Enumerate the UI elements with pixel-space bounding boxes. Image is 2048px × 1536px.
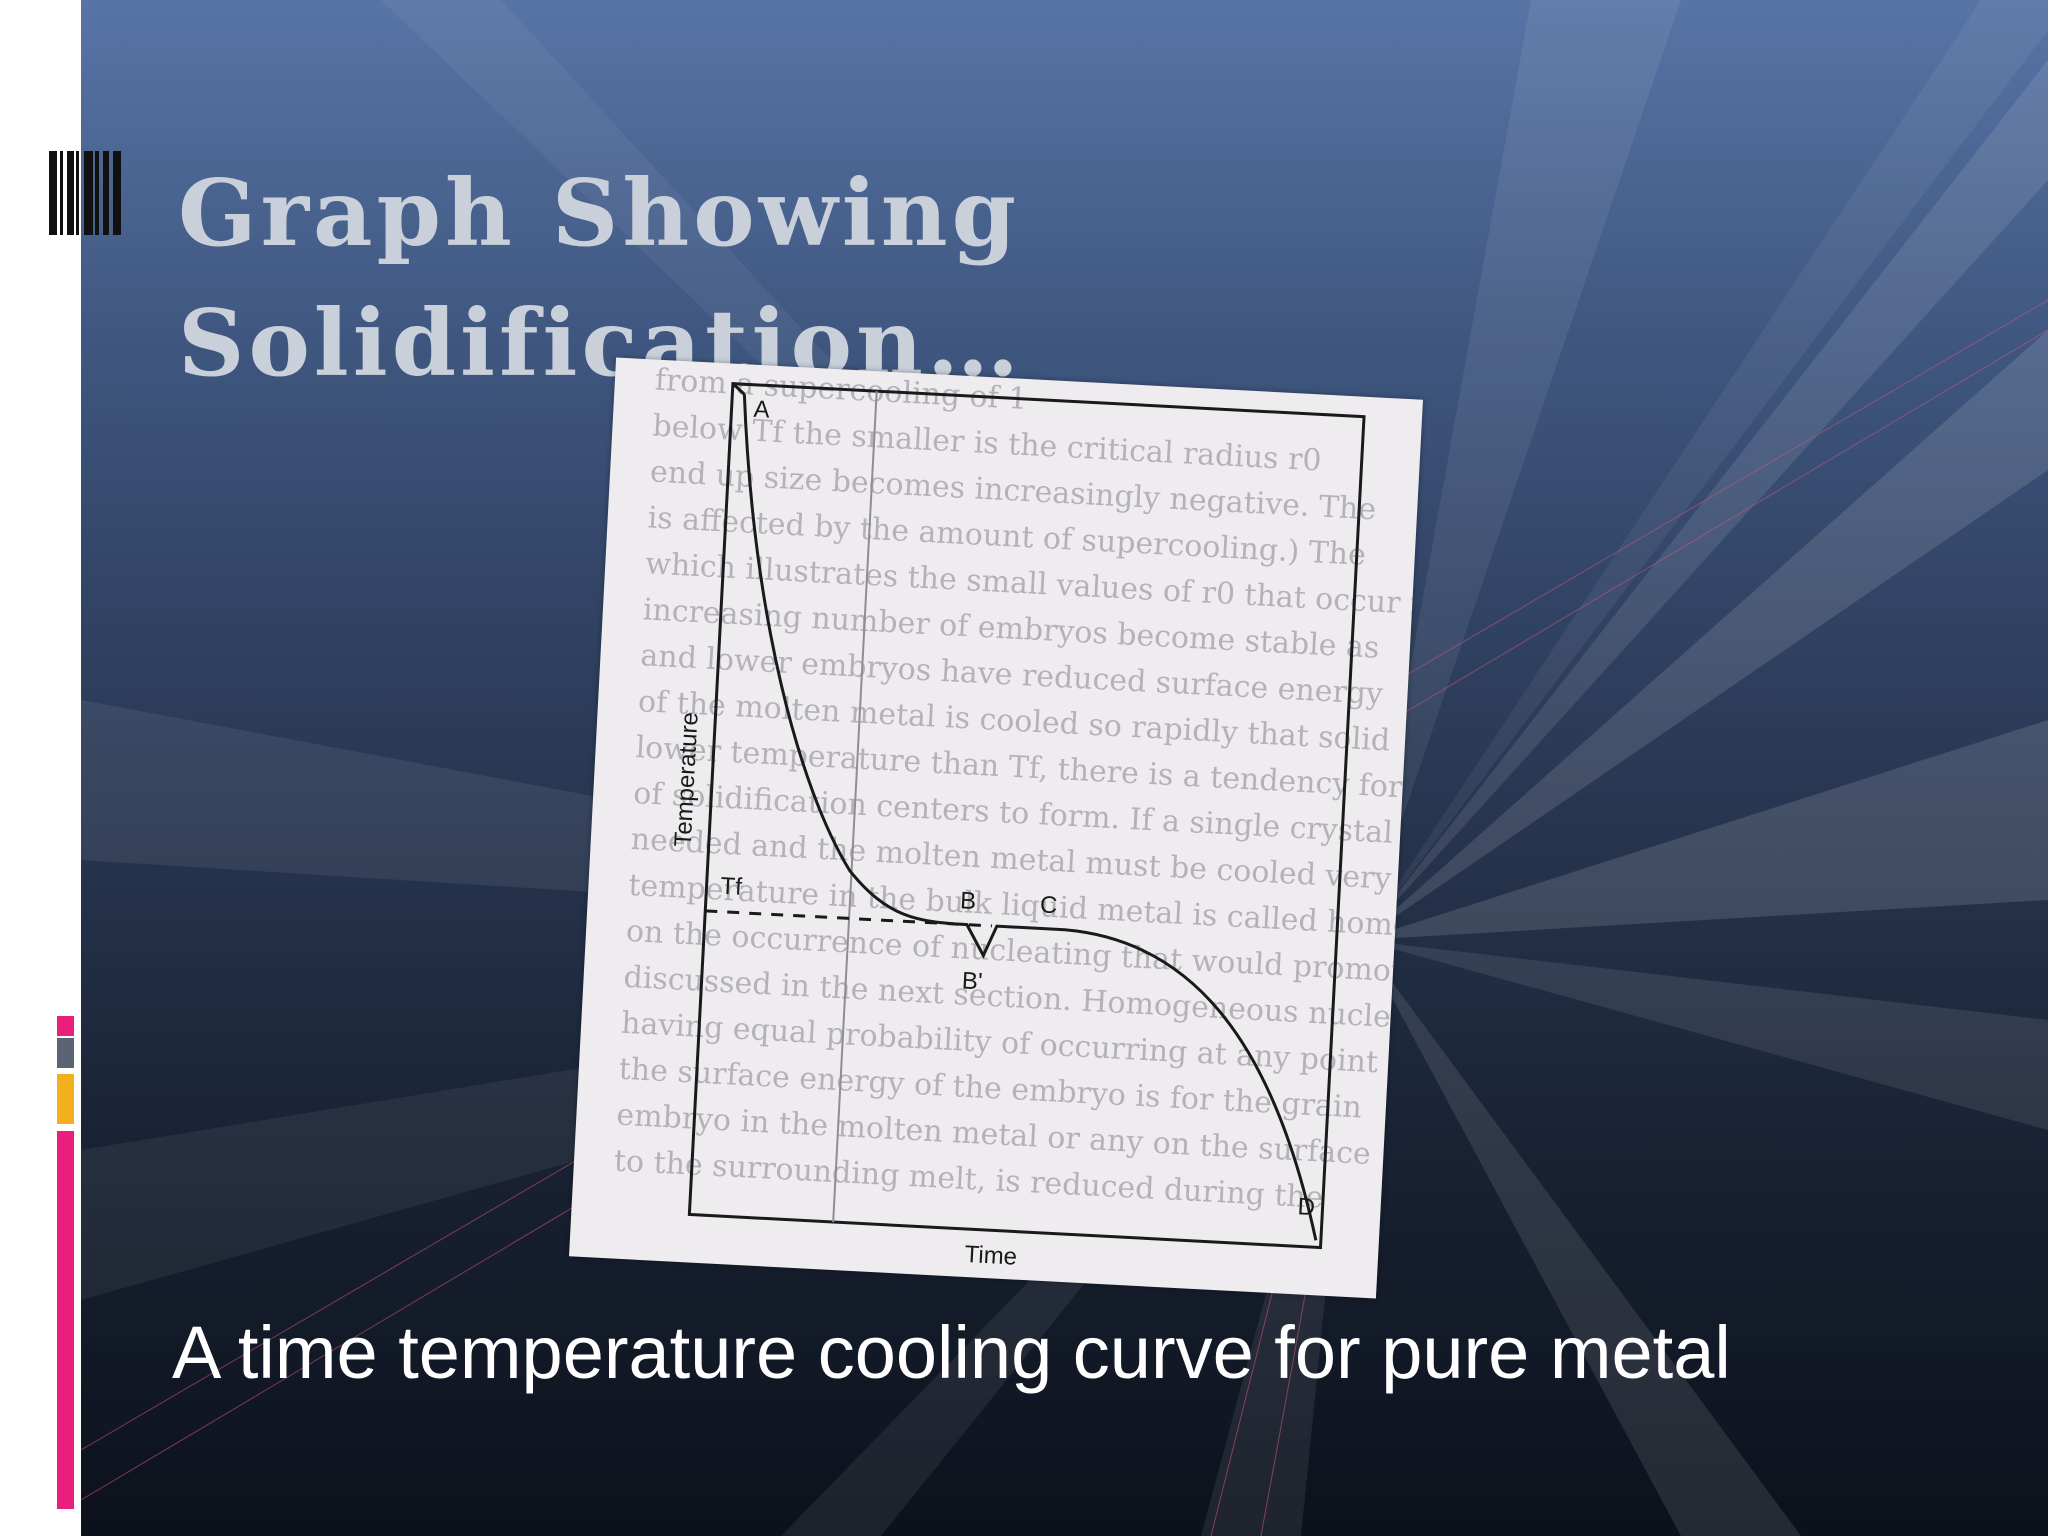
point-label-d: D bbox=[1297, 1193, 1316, 1221]
slide-caption: A time temperature cooling curve for pur… bbox=[172, 1311, 1731, 1394]
point-label-b-prime: B' bbox=[961, 967, 983, 995]
accent-bar-pink-long bbox=[57, 1131, 74, 1509]
x-axis-label: Time bbox=[964, 1241, 1018, 1271]
plot-frame bbox=[687, 382, 1366, 1250]
plot-inner-divider bbox=[832, 391, 878, 1223]
freezing-temp-label: Tf bbox=[720, 873, 743, 901]
accent-bar-gray bbox=[57, 1038, 74, 1068]
accent-bar-yellow bbox=[57, 1074, 74, 1124]
freezing-temperature-line bbox=[705, 909, 992, 928]
point-label-c: C bbox=[1039, 891, 1058, 919]
barcode-decoration bbox=[49, 151, 122, 235]
initial-drop-line bbox=[731, 382, 746, 396]
slide-title: Graph Showing Solidification… bbox=[178, 159, 1023, 397]
cooling-curve bbox=[742, 394, 1318, 1241]
point-label-b: B bbox=[959, 887, 976, 915]
accent-bar-pink bbox=[57, 1016, 74, 1036]
cooling-curve-figure: from a supercooling of 1 below Tf the sma… bbox=[569, 357, 1423, 1299]
point-label-a: A bbox=[753, 396, 770, 424]
